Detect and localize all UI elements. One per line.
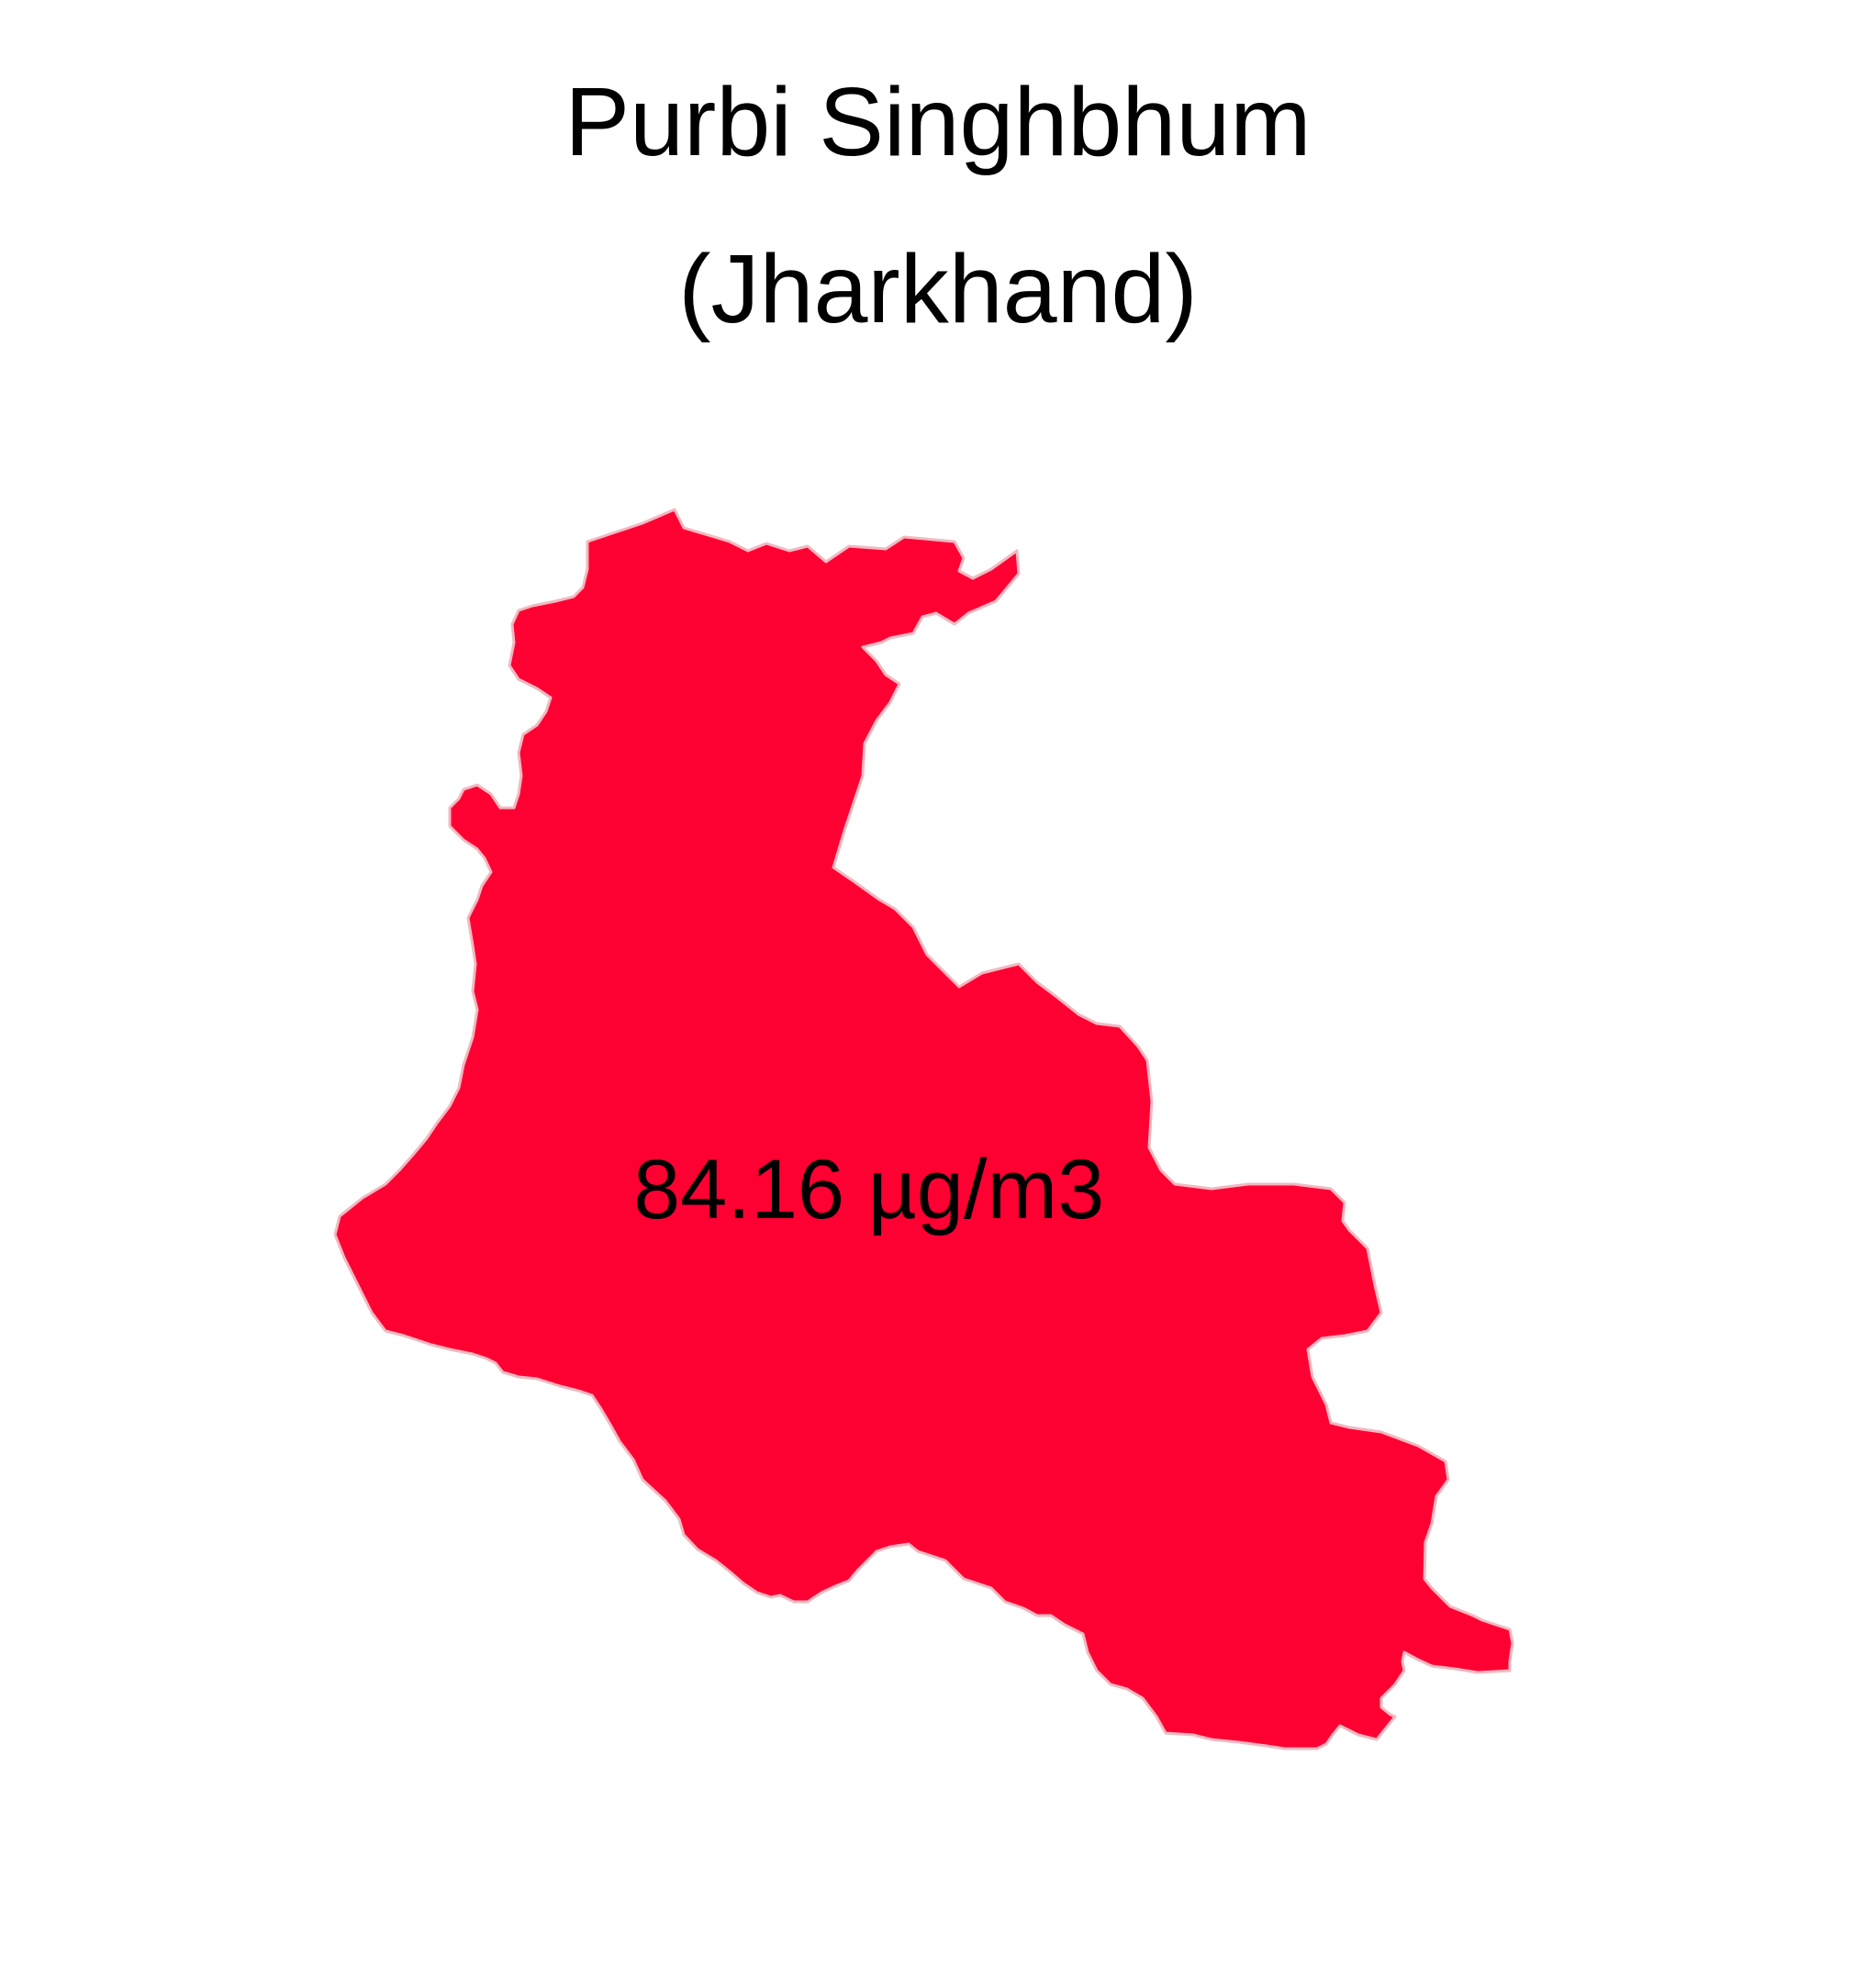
district-value-label: 84.16 µg/m3 bbox=[633, 1143, 1105, 1236]
map-title-line-1: Purbi Singhbhum bbox=[564, 68, 1312, 176]
map-title-line-2: (Jharkhand) bbox=[678, 235, 1198, 343]
district-region-purbi-singhbhum bbox=[333, 508, 1514, 1751]
